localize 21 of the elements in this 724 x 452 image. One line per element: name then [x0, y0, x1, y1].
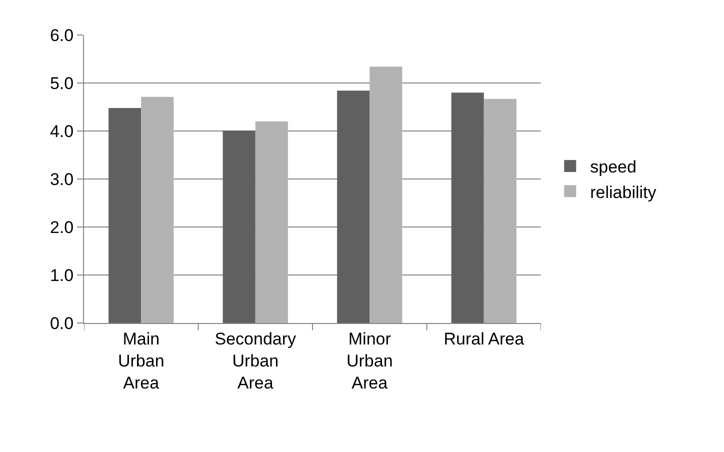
x-tick-label: Main Urban Area — [118, 329, 164, 393]
legend-label: speed — [590, 158, 636, 177]
x-tick-label: Rural Area — [444, 329, 525, 348]
bar — [451, 92, 484, 323]
bar — [222, 130, 256, 323]
y-tick-label: 6.0 — [50, 26, 74, 45]
bar — [484, 98, 516, 323]
bar — [370, 66, 402, 323]
bar — [255, 121, 288, 323]
y-tick-label: 0.0 — [50, 314, 74, 333]
y-tick-label: 2.0 — [50, 218, 74, 237]
bar — [141, 96, 174, 323]
y-tick-label: 5.0 — [50, 74, 74, 93]
y-tick-label: 3.0 — [50, 170, 74, 189]
legend-label: reliability — [590, 182, 657, 202]
x-tick-label: Secondary Urban Area — [214, 329, 297, 393]
y-tick-label: 4.0 — [50, 122, 74, 141]
x-tick-label: Minor Urban Area — [346, 329, 393, 393]
bar — [108, 108, 142, 323]
bar — [337, 90, 370, 323]
y-tick-label: 1.0 — [50, 266, 74, 285]
